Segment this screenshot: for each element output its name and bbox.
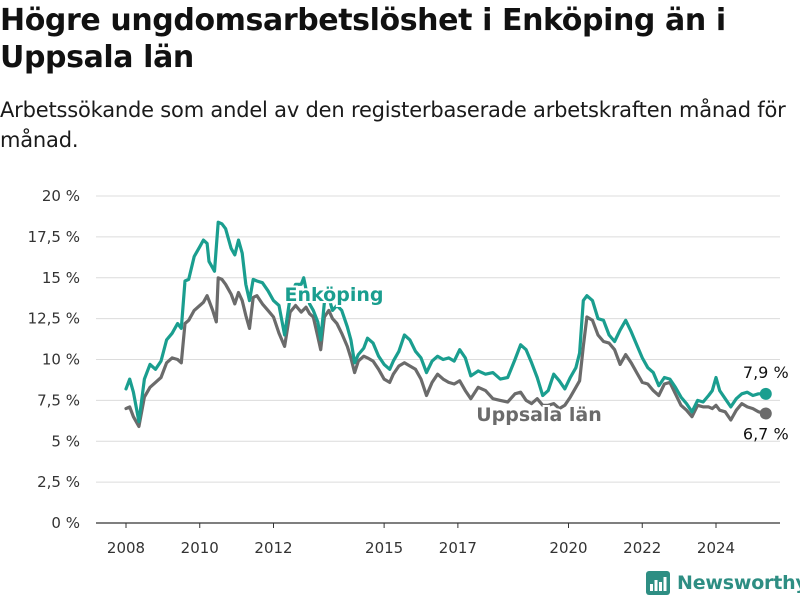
series-line-uppsala-lan <box>124 276 768 429</box>
series-labels: Enköping Uppsala län 7,9 % 6,7 % <box>283 282 789 443</box>
y-tick-label: 17,5 % <box>28 228 80 246</box>
chart-subtitle: Arbetssökande som andel av den registerb… <box>0 98 786 152</box>
series-label-enkoping: Enköping <box>285 284 384 306</box>
brand-name: Newsworthy <box>677 572 800 594</box>
series-line-enkoping <box>124 220 768 424</box>
x-tick-label: 2022 <box>623 539 661 557</box>
y-tick-label: 15 % <box>42 269 80 287</box>
end-value-enkoping: 7,9 % <box>743 363 789 382</box>
grid-lines <box>96 195 780 483</box>
end-point-uppsala-lan <box>759 407 772 420</box>
y-tick-label: 5 % <box>51 432 80 450</box>
newsworthy-logo: Newsworthy <box>646 569 800 597</box>
y-tick-label: 0 % <box>51 514 80 532</box>
series-lines <box>124 220 772 429</box>
x-tick-label: 2024 <box>697 539 735 557</box>
y-tick-label: 12,5 % <box>28 310 80 328</box>
x-tick-label: 2010 <box>181 539 219 557</box>
end-value-uppsala-lan: 6,7 % <box>743 424 789 443</box>
x-tick-label: 2008 <box>107 539 145 557</box>
x-tick-label: 2020 <box>549 539 587 557</box>
y-tick-label: 20 % <box>42 187 80 205</box>
y-tick-label: 10 % <box>42 351 80 369</box>
y-tick-label: 2,5 % <box>37 473 80 491</box>
axes: 0 % 2,5 % 5 % 7,5 % 10 % 12,5 % 15 % 17,5 % 20 %… <box>28 187 780 557</box>
x-tick-label: 2017 <box>439 539 477 557</box>
end-point-enkoping <box>759 387 772 400</box>
chart-title: Högre ungdomsarbetslöshet i Enköping än … <box>0 3 726 75</box>
x-tick-label: 2015 <box>365 539 403 557</box>
x-tick-label: 2012 <box>254 539 292 557</box>
bar-chart-logo-icon <box>646 571 670 595</box>
y-tick-label: 7,5 % <box>37 391 80 409</box>
series-label-uppsala-lan: Uppsala län <box>476 404 602 426</box>
